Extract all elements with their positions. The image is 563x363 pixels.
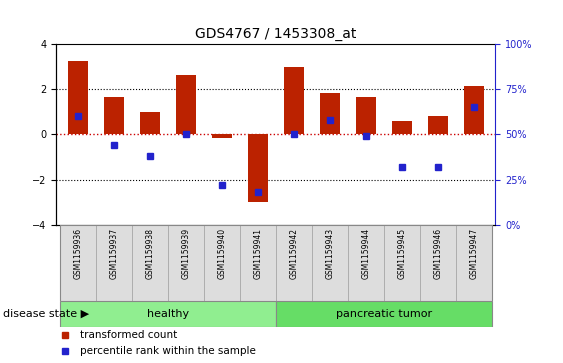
Bar <box>168 225 204 301</box>
Title: GDS4767 / 1453308_at: GDS4767 / 1453308_at <box>195 27 356 41</box>
Bar <box>276 225 312 301</box>
Bar <box>212 134 232 138</box>
Bar <box>248 134 268 203</box>
Bar <box>140 112 160 134</box>
Text: GSM1159937: GSM1159937 <box>109 228 118 279</box>
Bar <box>96 225 132 301</box>
Text: disease state ▶: disease state ▶ <box>3 309 89 319</box>
Bar <box>276 301 492 327</box>
Bar <box>60 301 276 327</box>
Bar <box>284 68 304 134</box>
Text: GSM1159939: GSM1159939 <box>181 228 190 279</box>
Bar <box>176 75 196 134</box>
Bar <box>456 225 492 301</box>
Text: GSM1159944: GSM1159944 <box>361 228 370 279</box>
Bar <box>68 61 88 134</box>
Text: percentile rank within the sample: percentile rank within the sample <box>81 346 256 356</box>
Bar <box>356 97 376 134</box>
Text: GSM1159936: GSM1159936 <box>73 228 82 279</box>
Text: GSM1159943: GSM1159943 <box>325 228 334 279</box>
Bar <box>240 225 276 301</box>
Bar <box>384 225 420 301</box>
Text: GSM1159938: GSM1159938 <box>145 228 154 279</box>
Bar <box>132 225 168 301</box>
Text: healthy: healthy <box>147 309 189 319</box>
Bar <box>104 97 124 134</box>
Bar <box>348 225 384 301</box>
Text: GSM1159947: GSM1159947 <box>470 228 479 279</box>
Text: transformed count: transformed count <box>81 330 178 340</box>
Bar <box>60 225 96 301</box>
Text: GSM1159945: GSM1159945 <box>397 228 406 279</box>
Bar <box>420 225 456 301</box>
Bar <box>204 225 240 301</box>
Text: GSM1159942: GSM1159942 <box>289 228 298 279</box>
Bar <box>392 121 412 134</box>
Text: pancreatic tumor: pancreatic tumor <box>336 309 432 319</box>
Text: GSM1159941: GSM1159941 <box>253 228 262 279</box>
Text: GSM1159940: GSM1159940 <box>217 228 226 279</box>
Bar <box>320 94 339 134</box>
Bar <box>428 116 448 134</box>
Bar <box>312 225 348 301</box>
Text: GSM1159946: GSM1159946 <box>434 228 443 279</box>
Bar <box>464 86 484 134</box>
